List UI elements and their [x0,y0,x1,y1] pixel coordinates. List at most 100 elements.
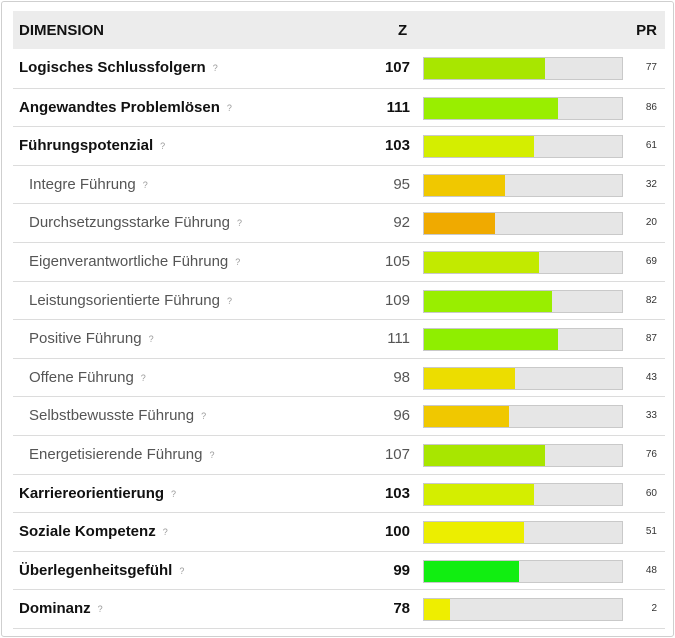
dimension-label: Integre Führung [29,175,136,193]
table-row: Durchsetzungsstarke Führung? 92 20 [13,203,665,242]
help-icon[interactable]: ? [201,411,207,422]
header-dimension: DIMENSION [19,22,105,39]
dimension-name: Angewandtes Problemlösen? [19,99,232,116]
dimension-name: Karriereorientierung? [19,485,176,502]
dimension-label: Karriereorientierung [19,484,165,502]
score-bar [423,443,623,467]
pr-value: 32 [645,178,657,190]
dimension-label: Logisches Schlussfolgern [19,59,206,76]
score-bar-fill [424,444,545,466]
help-icon[interactable]: ? [148,334,154,345]
table-row: Eigenverantwortliche Führung? 105 69 [13,241,665,281]
score-bar-fill [424,290,552,312]
help-icon[interactable]: ? [236,218,242,229]
pr-value: 20 [645,217,657,229]
help-icon[interactable]: ? [212,63,218,73]
pr-value: 48 [645,564,657,576]
dimension-label: Offene Führung [29,368,134,386]
z-value: 111 [386,98,410,116]
score-bar-fill [424,97,558,119]
table-row: Karriereorientierung? 103 60 [13,473,665,513]
score-bar-fill [424,599,450,621]
pr-value: 2 [651,603,657,615]
dimension-name: Führungspotenzial? [19,137,165,154]
dimension-label: Selbstbewusste Führung [29,407,195,425]
z-value: 96 [393,407,410,425]
score-bar-fill [424,136,534,158]
table-row: Integre Führung? 95 32 [13,164,665,204]
score-bar [423,96,623,120]
results-table: DIMENSION Z PR Logisches Schlussfolgern?… [13,11,665,629]
z-value: 98 [393,368,410,386]
z-value: 103 [384,484,410,502]
dimension-name: Durchsetzungsstarke Führung? [29,214,242,231]
dimension-name: Überlegenheitsgefühl? [19,562,184,579]
pr-value: 69 [645,255,657,267]
z-value: 92 [393,214,410,232]
table-row: Überlegenheitsgefühl? 99 48 [13,550,665,590]
help-icon[interactable]: ? [226,295,232,306]
table-row: Dominanz? 78 2 [13,589,665,628]
z-value: 111 [387,330,410,348]
score-bar-fill [424,251,539,273]
score-bar [423,289,623,313]
table-bottom-border [13,627,665,629]
table-row: Führungspotenzial? 103 61 [13,126,665,165]
table-body: Logisches Schlussfolgern? 107 77 Angewandte… [13,49,665,628]
help-icon[interactable]: ? [179,565,185,576]
dimension-label: Positive Führung [29,330,142,348]
score-bar [423,482,623,506]
dimension-label: Eigenverantwortliche Führung [29,252,229,270]
table-row: Energetisierende Führung? 107 76 [13,434,665,474]
z-value: 99 [393,561,410,579]
table-row: Logisches Schlussfolgern? 107 77 [13,49,665,88]
help-icon[interactable]: ? [140,372,146,383]
table-row: Offene Führung? 98 43 [13,357,665,397]
z-value: 95 [393,175,410,193]
dimension-name: Leistungsorientierte Führung? [29,292,232,309]
help-icon[interactable]: ? [235,256,241,267]
z-value: 78 [393,600,410,618]
help-icon[interactable]: ? [142,179,148,190]
help-icon[interactable]: ? [209,449,215,460]
score-bar [423,521,623,545]
z-value: 107 [384,445,410,463]
score-bar-fill [424,560,520,582]
help-icon[interactable]: ? [160,141,166,152]
dimension-label: Führungspotenzial [19,137,154,155]
dimension-label: Soziale Kompetenz [19,523,156,541]
pr-value: 51 [645,526,657,538]
score-bar [423,328,623,352]
table-row: Leistungsorientierte Führung? 109 82 [13,280,665,320]
pr-value: 61 [645,140,657,152]
score-bar [423,250,623,274]
score-bar [423,598,623,622]
dimension-name: Dominanz? [19,600,103,617]
table-row: Positive Führung? 111 87 [13,319,665,358]
dimension-label: Angewandtes Problemlösen [19,98,220,116]
score-bar [423,405,623,429]
score-bar [423,135,623,159]
z-value: 109 [384,291,410,309]
help-icon[interactable]: ? [171,488,177,499]
dimension-name: Energetisierende Führung? [29,446,214,463]
pr-value: 43 [645,371,657,383]
pr-value: 86 [645,101,657,113]
score-bar [423,212,623,236]
dimension-name: Selbstbewusste Führung? [29,407,206,424]
pr-value: 33 [645,410,657,422]
z-value: 105 [384,252,410,270]
dimension-label: Dominanz [19,600,91,618]
table-header: DIMENSION Z PR [13,11,665,49]
help-icon[interactable]: ? [97,604,103,615]
table-row: Selbstbewusste Führung? 96 33 [13,396,665,435]
z-value: 100 [384,523,410,541]
dimension-label: Energetisierende Führung [29,445,203,463]
help-icon[interactable]: ? [162,527,168,538]
score-bar-fill [424,367,516,389]
score-bar [423,366,623,390]
help-icon[interactable]: ? [226,102,232,113]
dimension-label: Leistungsorientierte Führung [29,291,220,309]
header-z: Z [398,22,408,39]
